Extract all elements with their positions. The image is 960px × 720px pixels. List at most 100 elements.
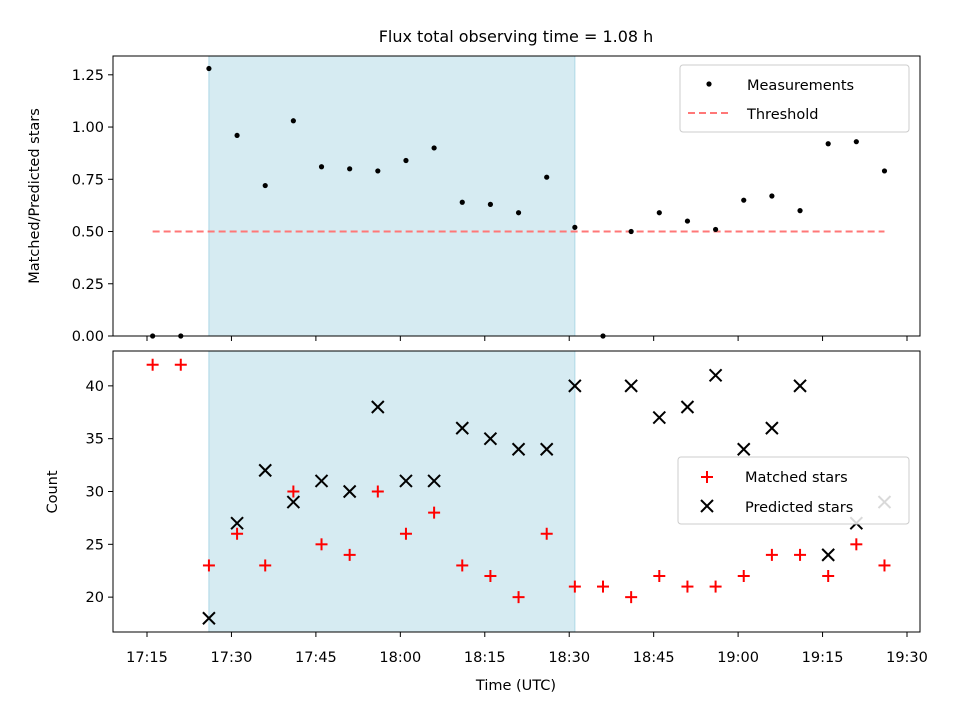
measurement-point — [572, 224, 578, 230]
predicted-star-point — [765, 421, 779, 435]
matched-star-point — [399, 527, 412, 540]
legend-matched-marker — [701, 471, 713, 483]
y-tick-label: 0.25 — [72, 277, 104, 293]
x-tick-label: 18:30 — [548, 650, 590, 666]
y-tick-label: 1.25 — [72, 68, 104, 84]
measurement-point — [347, 166, 353, 172]
matched-star-point — [231, 527, 244, 540]
y-tick-label: 20 — [86, 590, 104, 606]
matched-star-point — [202, 559, 215, 572]
y-tick-label: 35 — [86, 432, 104, 448]
predicted-star-point — [202, 611, 216, 625]
matched-star-point — [597, 580, 609, 593]
chart-title: Flux total observing time = 1.08 h — [379, 27, 654, 46]
x-tick-label: 19:15 — [802, 650, 844, 666]
panel-ratio-y-ticks: 0.00 0.25 0.50 0.75 1.00 1.25 — [72, 68, 113, 345]
legend-measurements-marker — [706, 81, 712, 87]
matched-star-point — [765, 548, 778, 561]
measurement-point — [544, 174, 550, 180]
measurement-point — [628, 228, 634, 235]
legend-matched-label: Matched stars — [745, 470, 848, 486]
panel-ratio-y-label: Matched/Predicted stars — [27, 108, 43, 284]
x-tick-label: 18:00 — [379, 650, 421, 666]
predicted-star-point — [568, 379, 582, 393]
matched-star-point — [371, 485, 384, 498]
legend-top: Measurements Threshold — [679, 64, 910, 133]
measurement-point — [881, 168, 888, 174]
predicted-star-point — [230, 516, 244, 530]
measurement-point — [487, 201, 494, 207]
y-tick-label: 40 — [86, 379, 104, 395]
x-tick-label: 17:45 — [295, 650, 337, 666]
matched-star-point — [653, 570, 666, 583]
measurement-point — [318, 164, 325, 170]
measurement-point — [797, 208, 803, 214]
x-tick-label: 19:30 — [886, 650, 928, 666]
measurement-point — [206, 65, 212, 72]
measurement-point — [262, 182, 268, 189]
measurement-point — [234, 132, 240, 139]
x-axis-label: Time (UTC) — [475, 678, 556, 694]
legend-bottom-box — [677, 456, 910, 525]
predicted-star-point — [737, 442, 751, 456]
measurement-point — [290, 118, 296, 124]
x-tick-label: 19:00 — [717, 650, 759, 666]
predicted-star-point — [680, 400, 695, 414]
measurement-points — [150, 65, 888, 339]
matched-star-point — [878, 559, 891, 572]
panel-count-y-ticks: 20 25 30 35 40 — [86, 379, 113, 606]
panel-count-x-ticks: 17:15 17:30 17:45 18:00 18:15 18:30 18:45 19:00… — [126, 632, 928, 666]
x-tick-label: 18:15 — [464, 650, 506, 666]
predicted-star-point — [342, 484, 357, 499]
legend-bottom: Matched stars Predicted stars — [677, 456, 910, 525]
matched-star-point — [428, 506, 441, 519]
matched-star-point — [568, 580, 581, 593]
y-tick-label: 25 — [86, 537, 104, 553]
predicted-star-point — [455, 421, 469, 435]
legend-top-box — [679, 64, 910, 133]
y-tick-label: 0.00 — [72, 329, 104, 345]
measurement-point — [375, 168, 381, 174]
predicted-star-point — [371, 400, 385, 414]
predicted-star-point — [624, 379, 638, 393]
predicted-star-point — [511, 442, 526, 456]
matched-star-point — [456, 559, 469, 572]
predicted-star-point — [708, 368, 723, 383]
measurement-point — [431, 145, 437, 151]
predicted-star-point — [483, 431, 498, 446]
matched-star-point — [343, 548, 356, 561]
measurement-point — [741, 197, 747, 203]
measurement-point — [656, 210, 662, 216]
matched-star-point — [146, 358, 159, 371]
measurement-point — [712, 226, 719, 233]
y-tick-label: 1.00 — [72, 120, 104, 136]
panel-ratio-shaded-interval — [208, 55, 576, 337]
matched-star-point — [625, 591, 638, 604]
count-points — [146, 358, 892, 625]
measurement-point — [769, 193, 775, 199]
measurement-point — [825, 141, 831, 147]
panel-ratio-x-ticks — [146, 336, 908, 341]
measurement-point — [515, 210, 522, 216]
panel-count-y-label: Count — [45, 470, 61, 513]
predicted-star-point — [539, 442, 554, 456]
y-tick-label: 0.50 — [72, 225, 104, 241]
matched-star-point — [512, 591, 525, 604]
x-tick-label: 17:30 — [211, 650, 253, 666]
predicted-star-point — [427, 474, 441, 488]
predicted-star-point — [821, 548, 835, 562]
matched-star-point — [822, 570, 835, 583]
predicted-star-point — [793, 379, 807, 393]
matched-star-point — [709, 580, 722, 593]
panel-count: 20 25 30 35 40 17:15 17:30 17:45 18:00 18:15 18:3… — [45, 350, 928, 694]
legend-predicted-label: Predicted stars — [745, 500, 853, 516]
legend-threshold-label: Threshold — [746, 107, 818, 123]
panel-ratio: 0.00 0.25 0.50 0.75 1.00 1.25 Matched/Predict… — [27, 55, 921, 345]
predicted-star-point — [314, 474, 329, 488]
measurement-point — [403, 157, 409, 164]
x-tick-label: 18:45 — [633, 650, 675, 666]
measurement-point — [459, 199, 465, 205]
matched-star-point — [259, 559, 272, 572]
matched-star-point — [737, 570, 750, 583]
